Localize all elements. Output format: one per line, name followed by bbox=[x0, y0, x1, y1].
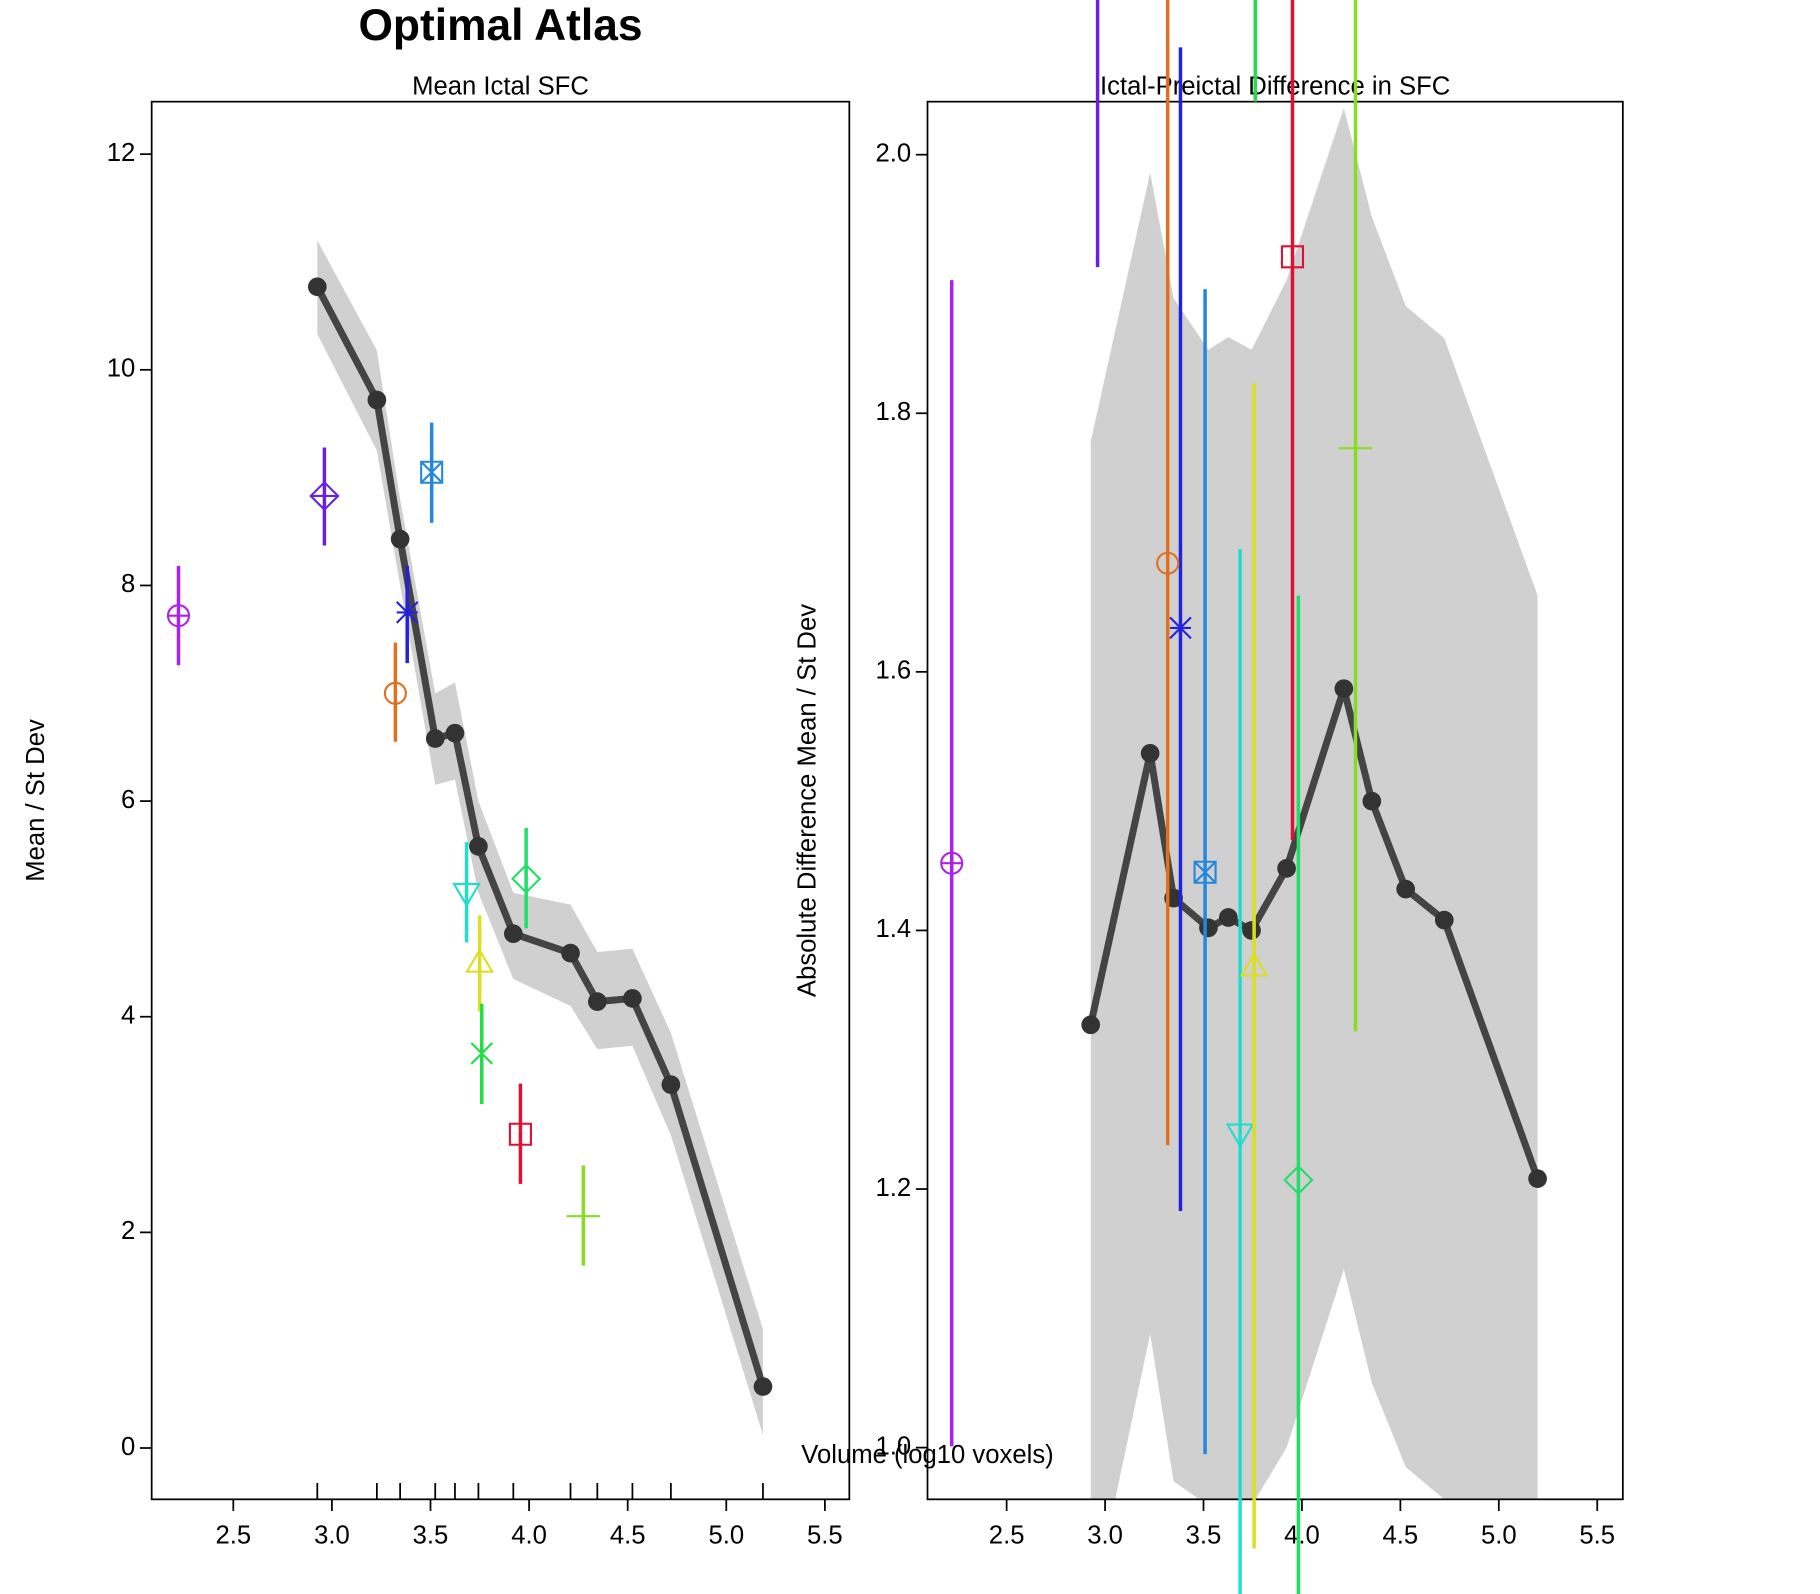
y-tick-label: 4 bbox=[121, 1002, 135, 1030]
point-marker bbox=[1280, 245, 1305, 269]
x-tick-label: 5.0 bbox=[1481, 1521, 1517, 1549]
point-marker bbox=[566, 1199, 601, 1233]
trend-point bbox=[1396, 879, 1416, 899]
point-marker bbox=[1283, 1164, 1314, 1196]
point-marker bbox=[383, 681, 407, 705]
panel-title: Mean Ictal SFC bbox=[412, 72, 589, 100]
trend-point bbox=[1242, 921, 1261, 940]
trend-point bbox=[1277, 859, 1296, 878]
x-tick-label: 3.5 bbox=[1186, 1521, 1222, 1549]
x-tick-label: 5.5 bbox=[1579, 1521, 1615, 1549]
trend-point bbox=[753, 1377, 773, 1396]
point-marker bbox=[166, 604, 191, 628]
y-tick-label: 1.2 bbox=[875, 1174, 911, 1202]
y-tick-label: 8 bbox=[121, 570, 135, 598]
x-tick-label: 3.0 bbox=[314, 1521, 350, 1549]
figure-title: Optimal Atlas bbox=[358, 1, 642, 50]
trend-point bbox=[469, 837, 488, 856]
point-marker bbox=[1156, 551, 1180, 575]
confidence-band bbox=[317, 240, 763, 1436]
trend-point bbox=[307, 277, 327, 297]
point-marker bbox=[1169, 616, 1192, 640]
trend-point bbox=[587, 992, 607, 1011]
panel-title: Ictal-Preictal Difference in SFC bbox=[1100, 72, 1450, 100]
trend-point bbox=[1434, 910, 1454, 930]
y-tick-label: 2.0 bbox=[875, 139, 911, 167]
y-tick-label: 1.6 bbox=[875, 657, 911, 685]
point-marker bbox=[465, 948, 495, 973]
trend-line bbox=[314, 285, 767, 1388]
confidence-band bbox=[1090, 108, 1538, 1500]
x-tick-label: 4.5 bbox=[1383, 1521, 1419, 1549]
x-tick-label: 3.5 bbox=[413, 1521, 449, 1549]
trend-point bbox=[661, 1075, 681, 1094]
point-marker bbox=[309, 480, 340, 512]
x-tick-label: 4.5 bbox=[610, 1521, 646, 1549]
y-tick-label: 10 bbox=[107, 355, 136, 383]
y-tick-label: 12 bbox=[107, 139, 136, 167]
y-tick-label: 2 bbox=[121, 1217, 135, 1245]
y-tick-label: 1.8 bbox=[875, 398, 911, 426]
point-marker bbox=[511, 863, 542, 894]
x-tick-label: 2.5 bbox=[989, 1521, 1025, 1549]
y-tick-label: 1.4 bbox=[875, 915, 911, 943]
point-marker bbox=[452, 882, 482, 908]
point-marker bbox=[508, 1122, 532, 1146]
trend-point bbox=[1334, 679, 1354, 698]
x-tick-label: 5.5 bbox=[807, 1521, 843, 1549]
trend-point bbox=[1140, 743, 1160, 763]
point-marker bbox=[420, 460, 444, 484]
x-tick-label: 3.0 bbox=[1087, 1521, 1123, 1549]
trend-point bbox=[623, 989, 642, 1008]
point-marker bbox=[1239, 951, 1269, 977]
trend-point bbox=[445, 723, 465, 743]
trend-point bbox=[367, 390, 387, 410]
y-axis-label: Mean / St Dev bbox=[22, 719, 50, 882]
point-marker bbox=[940, 851, 964, 875]
point-marker bbox=[1193, 860, 1217, 884]
trend-point bbox=[1528, 1169, 1547, 1189]
trend-point bbox=[503, 924, 523, 944]
trend-point bbox=[1199, 918, 1218, 938]
x-tick-label: 2.5 bbox=[215, 1521, 251, 1549]
plot-frame bbox=[926, 100, 1624, 1501]
trend-point bbox=[1218, 908, 1238, 927]
point-marker bbox=[1225, 1123, 1255, 1149]
x-tick-label: 5.0 bbox=[708, 1521, 744, 1549]
x-tick-label: 4.0 bbox=[511, 1521, 547, 1549]
x-axis-label: Volume (log10 voxels) bbox=[801, 1441, 1053, 1469]
point-marker bbox=[395, 601, 419, 624]
trend-point bbox=[425, 729, 445, 748]
y-tick-label: 0 bbox=[121, 1433, 135, 1461]
trend-point bbox=[390, 529, 410, 549]
y-axis-label: Absolute Difference Mean / St Dev bbox=[793, 604, 821, 997]
y-tick-label: 6 bbox=[121, 786, 135, 814]
trend-point bbox=[561, 943, 580, 963]
point-marker bbox=[1338, 431, 1373, 465]
y-tick-label: 1.0 bbox=[875, 1432, 911, 1460]
trend-point bbox=[1081, 1015, 1101, 1035]
point-marker bbox=[470, 1042, 494, 1065]
trend-point bbox=[1362, 791, 1382, 811]
x-tick-label: 4.0 bbox=[1284, 1521, 1320, 1549]
